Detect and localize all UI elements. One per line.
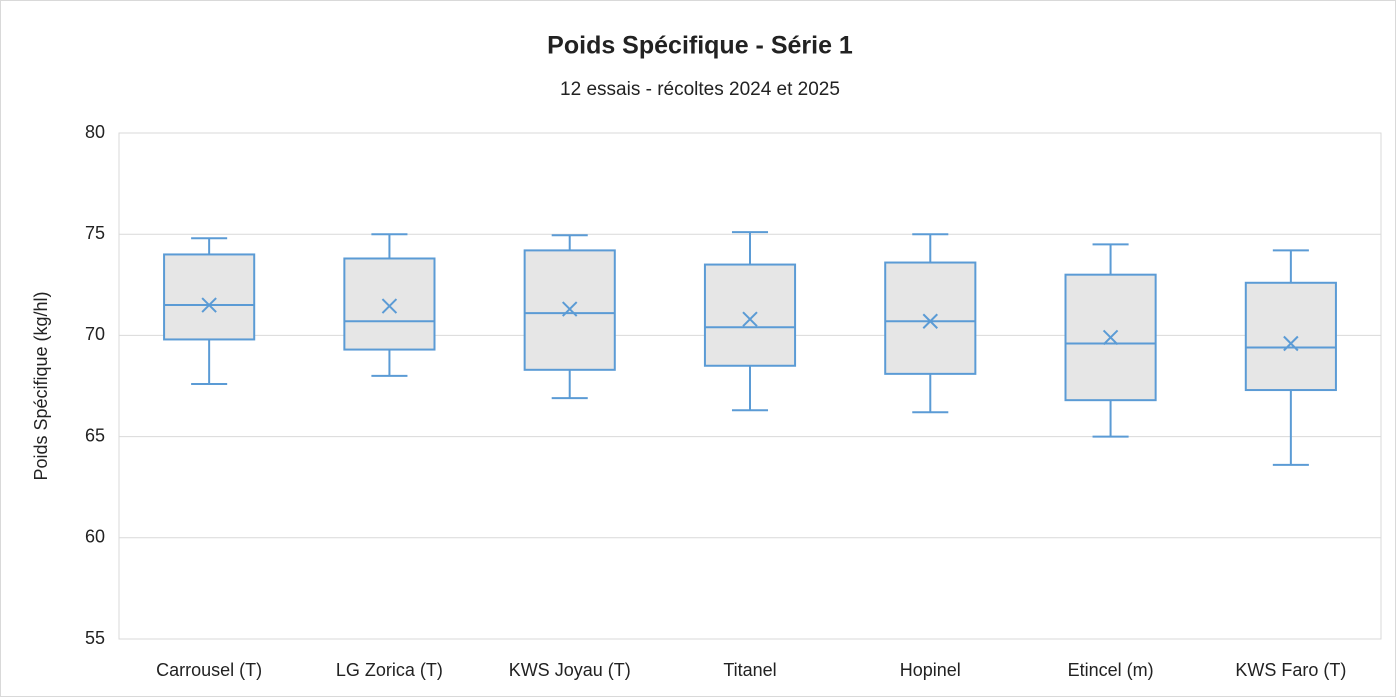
chart-title: Poids Spécifique - Série 1 <box>547 32 853 60</box>
x-tick-label: Hopinel <box>900 660 961 680</box>
x-tick-label: Titanel <box>723 660 776 680</box>
x-tick-label: KWS Faro (T) <box>1235 660 1346 680</box>
mean-marker <box>922 313 938 329</box>
box <box>703 263 797 367</box>
mean-marker <box>381 298 398 314</box>
y-axis-label: Poids Spécifique (kg/hl) <box>31 291 51 480</box>
x-tick-label: Carrousel (T) <box>156 660 262 680</box>
mean-marker <box>562 301 578 317</box>
y-tick-label: 60 <box>85 527 105 547</box>
y-tick-label: 75 <box>85 223 105 243</box>
x-tick-label: KWS Joyau (T) <box>509 660 631 680</box>
y-tick-label: 55 <box>85 628 105 648</box>
box <box>1244 281 1337 392</box>
y-tick-label: 80 <box>85 122 105 142</box>
box <box>163 253 256 341</box>
x-tick-label: LG Zorica (T) <box>336 660 443 680</box>
mean-marker <box>201 297 217 313</box>
mean-marker <box>1102 329 1119 346</box>
y-tick-label: 65 <box>85 425 105 445</box>
y-tick-label: 70 <box>85 324 105 344</box>
x-tick-label: Etincel (m) <box>1068 660 1154 680</box>
chart-subtitle: 12 essais - récoltes 2024 et 2025 <box>560 79 840 100</box>
mean-marker <box>1283 335 1299 352</box>
box <box>884 261 977 375</box>
mean-marker <box>742 311 758 327</box>
box <box>343 257 436 351</box>
